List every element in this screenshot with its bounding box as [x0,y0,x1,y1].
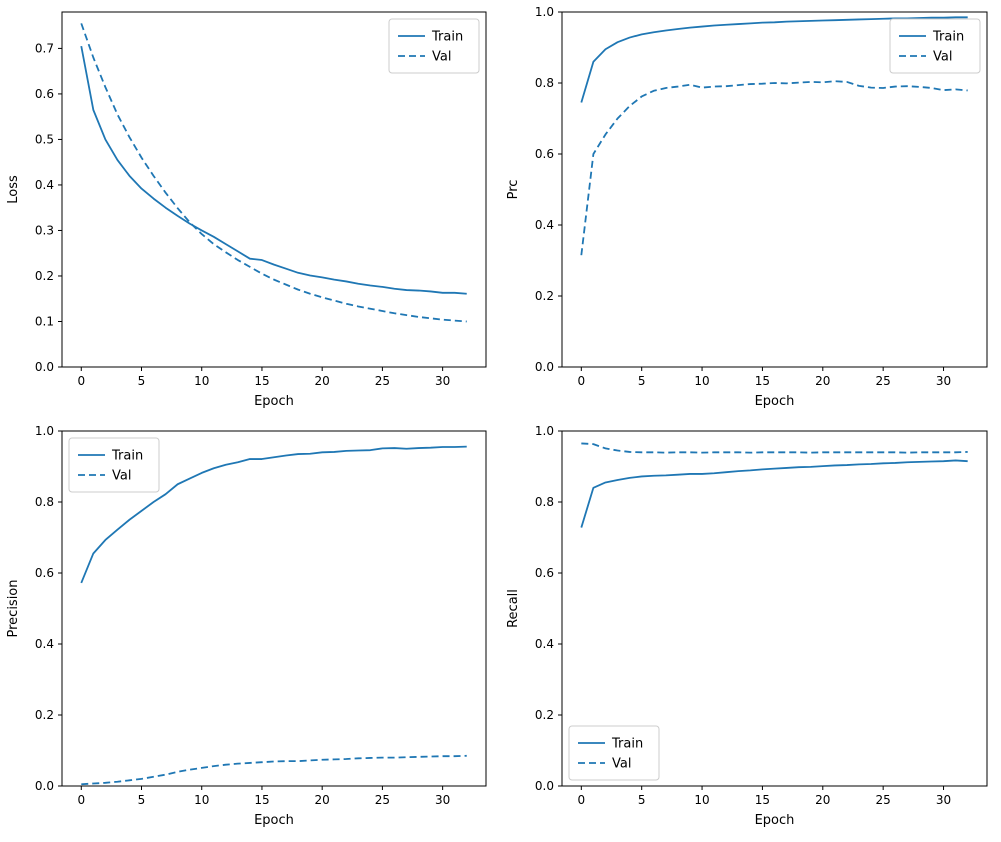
legend-label-val: Val [432,50,451,65]
series-line-val [580,80,968,256]
loss-plot: 0 5 10 15 20 25 30 0.0 0.1 0.2 0.3 0.4 0.5 0.6 0.7 Epoc… [6,11,487,409]
x-tick-label: 0 [77,374,85,388]
y-tick-label: 0.1 [35,314,54,328]
series-line-train [580,459,968,528]
legend: Train Val [889,18,981,74]
series-line-train [580,16,968,103]
legend-label-train: Train [431,30,463,45]
y-tick-label: 0.2 [35,269,54,283]
loss-chart: 0 5 10 15 20 25 30 0.0 0.1 0.2 0.3 0.4 0.5 0.6 0.7 Epoc… [0,0,500,419]
x-tick-label: 0 [577,374,585,388]
x-tick-label: 15 [254,374,269,388]
legend-box [568,725,660,781]
precision-plot: 0 5 10 15 20 25 30 0.0 0.2 0.4 0.6 0.8 1.0 Epoch Preci… [6,424,487,828]
x-tick-label: 25 [375,374,390,388]
recall-plot: 0 5 10 15 20 25 30 0.0 0.2 0.4 0.6 0.8 1.0 Epoch Recal… [506,424,988,828]
x-axis-label: Epoch [254,394,294,409]
legend-label-train: Train [932,30,964,45]
x-tick-label: 30 [936,374,951,388]
y-tick-label: 0.8 [535,76,554,90]
y-tick-label: 0.6 [535,566,554,580]
axes-border [561,430,988,787]
y-tick-label: 1.0 [35,424,54,438]
y-tick-label: 0.0 [535,360,554,374]
legend-box [889,18,981,74]
x-tick-label: 30 [435,793,450,807]
y-tick-label: 0.2 [535,708,554,722]
x-tick-label: 25 [876,374,891,388]
y-tick-label: 0.3 [35,223,54,237]
prc-chart: 0 5 10 15 20 25 30 0.0 0.2 0.4 0.6 0.8 1.0 Epoch Prc Tr… [500,0,1001,419]
x-axis-label: Epoch [254,813,294,828]
x-tick-label: 25 [375,793,390,807]
x-tick-label: 5 [138,793,146,807]
series-line-val [581,442,968,454]
y-tick-label: 0.4 [35,178,54,192]
legend-label-val: Val [933,50,952,65]
x-tick-label: 20 [315,374,330,388]
x-tick-label: 20 [815,793,830,807]
x-tick-label: 15 [755,374,770,388]
y-tick-label: 0.0 [535,779,554,793]
y-tick-label: 0.4 [535,218,554,232]
x-tick-label: 0 [77,793,85,807]
recall-chart: 0 5 10 15 20 25 30 0.0 0.2 0.4 0.6 0.8 1.0 Epoch Recal… [500,419,1001,838]
y-tick-label: 0.2 [35,708,54,722]
prc-plot: 0 5 10 15 20 25 30 0.0 0.2 0.4 0.6 0.8 1.0 Epoch Prc Tr… [506,5,988,409]
x-axis-label: Epoch [755,813,795,828]
x-tick-label: 10 [694,374,709,388]
y-tick-label: 0.8 [535,495,554,509]
y-tick-label: 0.7 [35,41,54,55]
x-tick-label: 10 [194,374,209,388]
x-tick-label: 20 [315,793,330,807]
axes-border [61,11,487,368]
x-tick-label: 5 [638,793,646,807]
series-line-val [80,23,467,323]
y-axis-label: Prc [506,180,521,200]
y-tick-label: 0.4 [535,637,554,651]
x-tick-label: 5 [638,374,646,388]
x-tick-label: 10 [194,793,209,807]
y-tick-label: 0.2 [535,289,554,303]
x-tick-label: 10 [694,793,709,807]
y-tick-label: 0.6 [35,87,54,101]
y-axis-label: Loss [6,175,21,204]
x-tick-label: 0 [577,793,585,807]
legend: Train Val [68,437,160,493]
legend-label-train: Train [611,737,643,752]
y-tick-label: 1.0 [535,5,554,19]
x-tick-label: 20 [815,374,830,388]
x-tick-label: 15 [254,793,269,807]
y-tick-label: 0.8 [35,495,54,509]
y-tick-label: 0.5 [35,132,54,146]
series-line-val [81,754,467,786]
x-tick-label: 30 [435,374,450,388]
legend: Train Val [388,18,480,74]
x-tick-label: 30 [936,793,951,807]
y-tick-label: 0.0 [35,779,54,793]
y-tick-label: 0.6 [535,147,554,161]
y-tick-label: 1.0 [535,424,554,438]
y-tick-label: 0.0 [35,360,54,374]
x-tick-label: 15 [755,793,770,807]
x-axis-label: Epoch [755,394,795,409]
legend-label-val: Val [612,757,631,772]
legend-box [388,18,480,74]
axes-border [61,430,487,787]
y-axis-label: Recall [506,589,521,628]
legend: Train Val [568,725,660,781]
legend-box [68,437,160,493]
legend-label-train: Train [111,449,143,464]
y-tick-label: 0.6 [35,566,54,580]
series-line-train [80,445,467,584]
axes-border [561,11,988,368]
legend-label-val: Val [112,469,131,484]
y-tick-label: 0.4 [35,637,54,651]
x-tick-label: 25 [876,793,891,807]
x-tick-label: 5 [138,374,146,388]
series-line-train [80,45,467,295]
y-axis-label: Precision [6,579,21,637]
precision-chart: 0 5 10 15 20 25 30 0.0 0.2 0.4 0.6 0.8 1.0 Epoch Preci… [0,419,500,838]
